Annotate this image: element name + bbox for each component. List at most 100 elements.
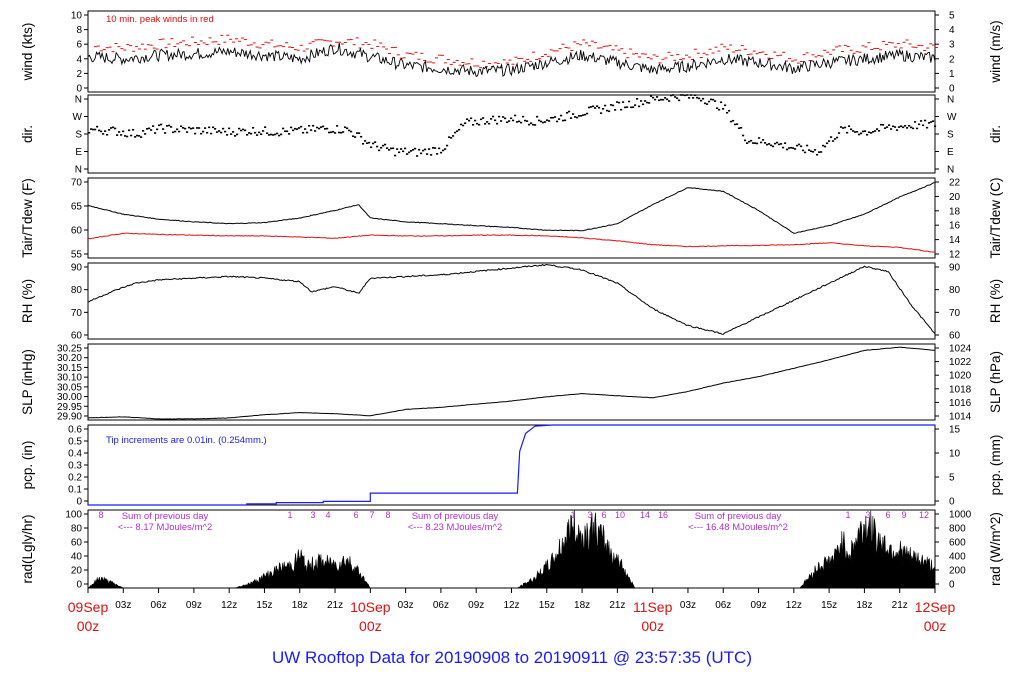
direction-point <box>403 147 407 150</box>
wind-ytick-label-left: 10 <box>71 11 83 22</box>
direction-point <box>193 132 197 135</box>
direction-point <box>607 110 611 113</box>
direction-point <box>677 99 681 102</box>
direction-point <box>365 142 369 144</box>
direction-point <box>605 109 609 112</box>
direction-point <box>367 141 371 144</box>
direction-point <box>927 122 931 124</box>
temp-ytick-label-left: 60 <box>71 226 83 237</box>
rh-ytick-label-left: 90 <box>71 263 83 274</box>
direction-point <box>555 120 559 123</box>
direction-point <box>461 124 465 127</box>
wind-ytick-label-right: 1 <box>949 69 955 80</box>
direction-point <box>575 116 579 119</box>
direction-point <box>913 121 917 123</box>
direction-point <box>613 109 617 111</box>
hour-mark: 1 <box>287 510 292 520</box>
x-hour-label: 15z <box>539 600 555 611</box>
hour-mark: 12 <box>919 510 929 520</box>
direction-point <box>563 119 567 122</box>
direction-point <box>101 133 105 135</box>
slp-ytick-label-left: 30.05 <box>57 382 82 393</box>
direction-point <box>405 153 409 155</box>
direction-point <box>829 136 833 138</box>
direction-point <box>121 130 125 133</box>
direction-point <box>419 152 423 155</box>
wind-ylabel-right: wind (m/s) <box>988 20 1003 83</box>
dir-ytick-label-right: N <box>947 165 954 176</box>
direction-point <box>471 124 475 126</box>
temp-ytick-label-right: 12 <box>949 250 961 261</box>
temp-ytick-label-left: 55 <box>71 250 83 261</box>
slp-ytick-label-left: 30.00 <box>57 392 82 403</box>
direction-point <box>783 142 787 144</box>
direction-point <box>619 108 623 111</box>
direction-point <box>515 121 519 123</box>
wind-ytick-label-right: 5 <box>949 11 955 22</box>
direction-point <box>823 145 827 148</box>
direction-point <box>893 126 897 128</box>
direction-point <box>481 117 485 119</box>
direction-point <box>417 148 421 151</box>
direction-point <box>505 121 509 124</box>
direction-point <box>695 96 699 99</box>
direction-point <box>307 124 311 127</box>
direction-point <box>721 108 725 110</box>
direction-point <box>609 104 613 106</box>
direction-point <box>669 94 673 97</box>
direction-point <box>401 150 405 153</box>
direction-point <box>463 122 467 125</box>
wind-ylabel-left: wind (kts) <box>20 23 35 82</box>
direction-point <box>557 118 561 120</box>
direction-point <box>865 133 869 136</box>
direction-point <box>781 146 785 149</box>
direction-point <box>159 123 163 126</box>
direction-point <box>361 142 365 145</box>
pcp-ytick-label-left: 0.6 <box>68 425 82 436</box>
direction-point <box>663 97 667 99</box>
x-date-time: 00z <box>641 618 664 634</box>
direction-point <box>809 150 813 153</box>
direction-point <box>241 128 245 131</box>
direction-point <box>133 136 137 138</box>
direction-point <box>647 102 651 104</box>
direction-point <box>275 132 279 135</box>
direction-point <box>887 124 891 126</box>
direction-point <box>795 144 799 147</box>
wind-annotation: 10 min. peak winds in red <box>106 14 214 25</box>
direction-point <box>597 106 601 109</box>
direction-point <box>88 131 91 134</box>
direction-point <box>387 149 391 151</box>
x-hour-label: 09z <box>468 600 484 611</box>
pcp-ytick-label-right: 15 <box>949 425 961 436</box>
hour-mark: 8 <box>98 510 103 520</box>
direction-point <box>831 140 835 142</box>
direction-point <box>429 154 433 156</box>
dir-ytick-label-left: S <box>75 130 82 141</box>
direction-point <box>249 132 253 135</box>
Tdew-line <box>87 232 936 253</box>
direction-point <box>215 131 219 133</box>
direction-point <box>799 145 803 148</box>
hour-mark: 14 <box>640 510 650 520</box>
direction-point <box>661 98 665 101</box>
direction-point <box>191 127 195 129</box>
rad-ytick-label-left: 80 <box>71 524 83 535</box>
slp-ytick-label-right: 1016 <box>949 398 972 409</box>
direction-point <box>645 101 649 104</box>
direction-point <box>329 131 333 134</box>
temp-ytick-label-right: 18 <box>949 206 961 217</box>
pcp-ytick-label-left: 0.4 <box>68 449 82 460</box>
rad-ytick-label-right: 0 <box>949 580 955 591</box>
direction-point <box>759 141 763 144</box>
direction-point <box>341 131 345 133</box>
direction-point <box>859 132 863 135</box>
direction-point <box>787 147 791 149</box>
direction-point <box>99 130 103 133</box>
direction-point <box>161 128 165 130</box>
rad-panel-frame <box>87 509 936 589</box>
temp-panel-frame <box>87 177 936 259</box>
direction-point <box>747 140 751 143</box>
direction-point <box>309 129 313 131</box>
direction-point <box>167 124 171 127</box>
